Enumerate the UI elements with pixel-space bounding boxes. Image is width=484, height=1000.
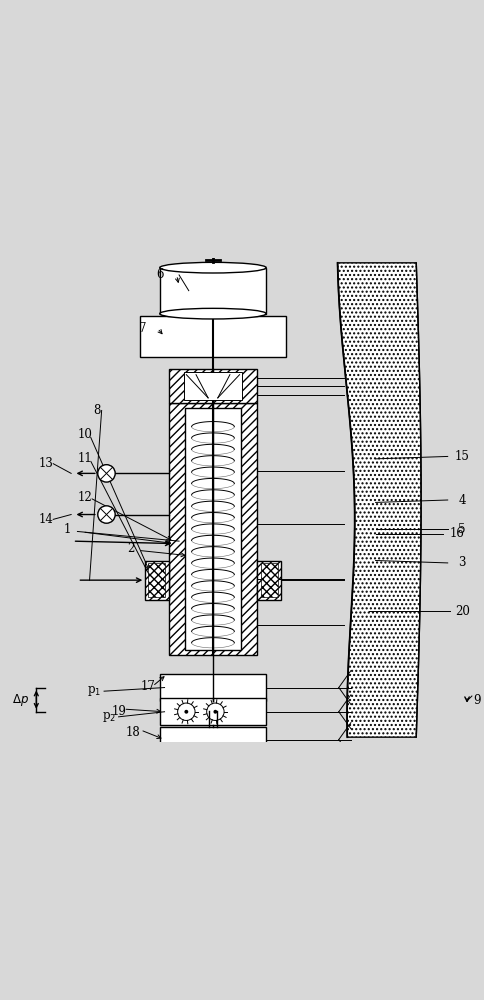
Text: 17: 17 — [140, 680, 155, 693]
Circle shape — [213, 710, 217, 714]
Text: 3: 3 — [458, 556, 466, 569]
Text: 6: 6 — [156, 268, 164, 281]
Bar — [261, 563, 278, 597]
Bar — [185, 408, 241, 650]
Text: 5: 5 — [458, 523, 466, 536]
Text: p$_2$: p$_2$ — [102, 710, 116, 724]
Text: 10: 10 — [77, 428, 92, 441]
Text: 15: 15 — [455, 450, 469, 463]
Text: $\Delta$p: $\Delta$p — [12, 692, 30, 708]
Text: 11: 11 — [77, 452, 92, 465]
Ellipse shape — [160, 308, 266, 319]
Bar — [145, 561, 169, 600]
Circle shape — [184, 710, 188, 714]
Text: 4: 4 — [458, 493, 466, 506]
Bar — [184, 372, 242, 400]
Circle shape — [98, 506, 115, 523]
Text: 14: 14 — [39, 513, 53, 526]
Text: 9: 9 — [473, 694, 481, 707]
Bar — [160, 727, 266, 752]
Text: 7: 7 — [139, 322, 147, 335]
Bar — [160, 698, 266, 725]
Bar — [140, 316, 286, 357]
Text: 18: 18 — [126, 726, 140, 739]
Circle shape — [98, 465, 115, 482]
Bar — [160, 674, 266, 701]
Text: 2: 2 — [127, 542, 135, 555]
Bar — [148, 563, 165, 597]
Text: 8: 8 — [93, 404, 101, 417]
Ellipse shape — [160, 262, 266, 273]
Polygon shape — [338, 263, 421, 737]
Text: 12: 12 — [77, 491, 92, 504]
Text: 1: 1 — [64, 523, 72, 536]
Bar — [169, 403, 257, 655]
Text: p$_1$: p$_1$ — [87, 684, 102, 698]
Text: 13: 13 — [39, 457, 53, 470]
Text: 20: 20 — [455, 605, 469, 618]
Bar — [160, 268, 266, 314]
Bar — [257, 561, 281, 600]
Text: 16: 16 — [450, 527, 465, 540]
Text: 19: 19 — [111, 705, 126, 718]
Bar — [169, 369, 257, 403]
